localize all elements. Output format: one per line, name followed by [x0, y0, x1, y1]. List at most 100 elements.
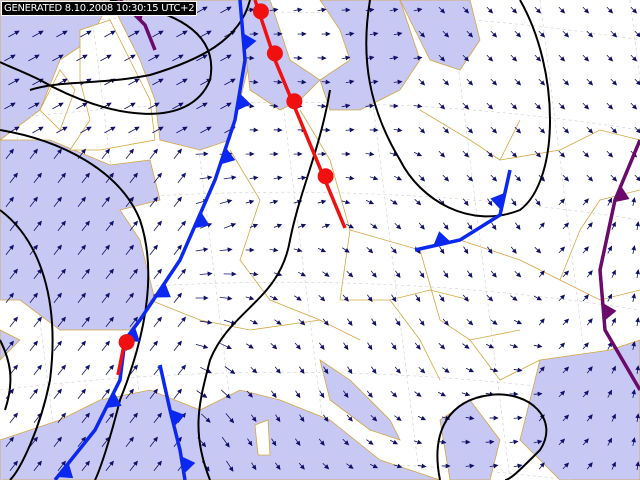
wind-arrow-head	[487, 56, 494, 62]
cold-front	[123, 0, 247, 342]
wind-arrow-head	[563, 318, 570, 324]
wind-arrow-head	[81, 436, 86, 442]
wind-arrow-head	[81, 340, 86, 346]
wind-arrow-head	[133, 412, 138, 418]
parallel	[0, 461, 572, 480]
wind-arrow-head	[9, 292, 14, 298]
wind-arrow-head	[345, 151, 351, 157]
wind-arrow-head	[611, 269, 616, 276]
wind-arrow-head	[464, 391, 471, 397]
wind-arrow-head	[181, 364, 186, 370]
isobars	[0, 0, 551, 480]
wind-arrow-head	[230, 223, 237, 228]
wind-arrow-head	[537, 391, 543, 397]
wind-arrow-head	[559, 152, 566, 158]
wind-arrow-head	[611, 221, 616, 228]
wind-arrow-head	[61, 172, 66, 178]
wind-arrow-head	[61, 316, 66, 322]
wind-arrow-head	[583, 294, 589, 300]
wind-arrow-head	[587, 128, 594, 134]
wind-arrow-head	[13, 460, 18, 466]
cold-front-triangle	[614, 185, 630, 203]
wind-arrow-head	[249, 7, 255, 13]
wind-arrow-head	[537, 343, 543, 349]
wind-arrow-head	[468, 367, 475, 373]
wind-arrow-head	[467, 128, 474, 134]
wind-arrow-head	[563, 462, 570, 468]
country-border	[229, 149, 321, 321]
wind-arrow-head	[559, 294, 566, 300]
wind-arrow-head	[416, 439, 423, 445]
cold-front-triangle	[220, 147, 236, 165]
wind-arrow-head	[181, 172, 186, 178]
parallel	[0, 191, 640, 221]
wind-arrow-head	[443, 32, 450, 38]
wind-arrow-head	[300, 271, 307, 277]
wind-arrow-head	[295, 344, 301, 350]
wind-arrow-head	[583, 342, 589, 348]
wind-arrow-head	[344, 440, 350, 446]
wind-arrow-head	[419, 272, 425, 279]
wind-arrow-head	[229, 418, 235, 424]
wind-arrow-head	[443, 80, 450, 86]
cold-front-triangle	[105, 391, 122, 409]
wind-arrow-head	[419, 128, 426, 134]
wind-arrow-head	[272, 295, 279, 301]
wind-arrow-head	[9, 388, 14, 394]
wind-arrow-head	[253, 31, 259, 37]
wind-arrow-head	[493, 463, 499, 469]
wind-arrow-head	[276, 320, 282, 325]
wind-arrow-head	[253, 79, 259, 85]
wind-arrow-head	[153, 340, 158, 346]
wind-arrow-head	[61, 268, 66, 274]
country-border	[299, 109, 351, 301]
wind-arrow-head	[202, 54, 208, 60]
country-border	[340, 289, 471, 301]
cold-front-triangle	[181, 456, 196, 474]
wind-arrow-head	[252, 368, 258, 374]
wind-arrow-head	[157, 316, 162, 322]
wind-arrow-head	[631, 8, 638, 14]
wind-arrow-head	[297, 7, 303, 13]
cold-front-east	[414, 169, 512, 252]
wind-arrow-head	[611, 176, 618, 182]
wind-arrow-head	[347, 368, 353, 375]
wind-arrow-head	[321, 55, 327, 61]
wind-arrow-head	[491, 176, 498, 182]
wind-arrow-head	[345, 199, 351, 205]
warm-front	[253, 0, 347, 229]
wind-arrow-head	[492, 367, 499, 373]
wind-arrow-head	[391, 248, 397, 254]
wind-arrow-head	[539, 80, 546, 86]
wind-arrow-head	[439, 248, 445, 255]
wind-arrow-head	[207, 319, 213, 325]
wind-arrow-head	[57, 388, 62, 394]
wind-arrow-head	[513, 439, 519, 445]
wind-arrow-head	[158, 126, 164, 132]
wind-arrow-head	[469, 415, 475, 421]
wind-arrow-head	[395, 368, 401, 374]
wind-arrow-head	[347, 416, 353, 422]
wind-arrow-head	[443, 128, 450, 134]
wind-arrow-head	[207, 271, 213, 277]
wind-arrow-head	[182, 30, 188, 36]
wind-arrow-head	[129, 388, 134, 394]
wind-arrow-head	[109, 172, 114, 178]
wind-arrow-head	[204, 466, 210, 472]
wind-arrow-head	[583, 438, 589, 444]
atlantic-ocean	[0, 0, 161, 331]
wind-arrow-head	[419, 320, 425, 327]
wind-arrow-head	[37, 460, 42, 466]
wind-arrow-head	[419, 176, 426, 182]
wind-arrow-head	[397, 31, 403, 37]
cold-front-triangle	[602, 303, 617, 321]
wind-arrow-head	[611, 128, 618, 134]
wind-arrow-head	[439, 296, 445, 303]
wind-arrow-head	[14, 126, 20, 132]
wind-arrow-head	[635, 413, 640, 419]
warm-front-semicircle	[266, 45, 283, 62]
wind-arrow-head	[14, 78, 20, 84]
fronts	[53, 0, 640, 480]
wind-arrow-head	[367, 392, 373, 398]
